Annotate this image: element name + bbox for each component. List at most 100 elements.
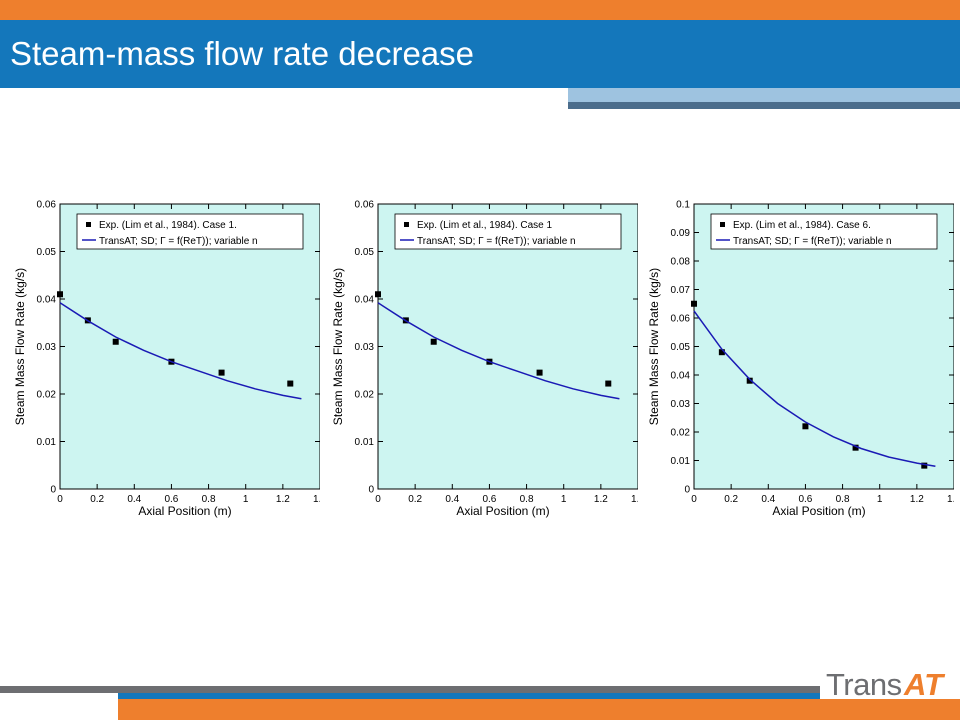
chart-svg: 0 0.01 0.02 0.03 0.04 0.05 0.06 0.07 0.08 0.09 0.1… [647, 200, 954, 518]
legend-label-experiment: Exp. (Lim et al., 1984). Case 6. [733, 220, 871, 231]
y-tick-label: 0.03 [37, 342, 57, 353]
title-bar [0, 20, 960, 88]
x-tick-label: 0.2 [724, 494, 738, 505]
x-tick-label: 0.4 [127, 494, 141, 505]
data-point [852, 444, 859, 451]
legend-box [76, 213, 304, 250]
header-orange-band [0, 0, 960, 20]
series-line [693, 310, 936, 467]
y-tick-label: 0.05 [355, 247, 375, 258]
legend-label-experiment: Exp. (Lim et al., 1984). Case 1 [417, 220, 553, 231]
series-line [377, 302, 620, 400]
y-tick-label: 0 [684, 485, 690, 496]
x-tick-label: 0 [57, 494, 63, 505]
legend-label-simulation: TransAT; SD; Γ = f(ReT)); variable n [99, 236, 258, 247]
legend-box [710, 213, 938, 250]
x-tick-label: 1.2 [594, 494, 608, 505]
data-point [691, 300, 697, 307]
chart-right: 0 0.01 0.02 0.03 0.04 0.05 0.06 0.07 0.08 0.09 0.1… [642, 188, 954, 524]
y-tick-label: 0.1 [676, 200, 690, 211]
x-tick-label: 0.8 [202, 494, 216, 505]
y-tick-label: 0.02 [37, 390, 57, 401]
y-tick-label: 0.01 [37, 437, 57, 448]
y-tick-label: 0.04 [37, 295, 57, 306]
x-tick-label: 0.4 [445, 494, 459, 505]
footer-orange-band [118, 699, 960, 720]
x-tick-label: 0.4 [761, 494, 775, 505]
y-tick-label: 0.07 [671, 285, 691, 296]
y-tick-label: 0 [50, 485, 56, 496]
data-point [605, 380, 612, 387]
legend-label-experiment: Exp. (Lim et al., 1984). Case 1. [99, 220, 237, 231]
chart-left: 0 0.01 0.02 0.03 0.04 0.05 0.06 0 0.2 0.4 0.6 0.8 1 1… [8, 188, 320, 524]
x-tick-label: 0 [691, 494, 697, 505]
y-tick-label: 0.01 [671, 456, 691, 467]
plot-area [377, 203, 638, 490]
x-tick-label: 1.2 [910, 494, 924, 505]
y-tick-label: 0.05 [671, 342, 691, 353]
x-tick-label: 1 [877, 494, 883, 505]
x-tick-label: 0.8 [836, 494, 850, 505]
plot-area [59, 203, 320, 490]
x-tick-label: 0.8 [520, 494, 534, 505]
y-tick-label: 0.06 [671, 314, 691, 325]
logo-text-trans: Trans [826, 667, 902, 702]
data-point [718, 349, 725, 356]
y-tick-label: 0.02 [355, 390, 375, 401]
logo-text-at: AT [904, 667, 944, 702]
x-tick-label: 0.2 [90, 494, 104, 505]
chart-svg: 0 0.01 0.02 0.03 0.04 0.05 0.06 0 0.2 0.4 0.6 0.8 1 1… [331, 200, 638, 518]
footer-gray-band [0, 686, 820, 693]
y-tick-label: 0.08 [671, 257, 691, 268]
chart-svg: 0 0.01 0.02 0.03 0.04 0.05 0.06 0 0.2 0.4 0.6 0.8 1 1… [13, 200, 320, 518]
data-point [802, 423, 809, 430]
data-point [112, 338, 119, 345]
data-point [57, 291, 63, 298]
y-tick-label: 0.03 [671, 399, 691, 410]
data-point [287, 380, 294, 387]
data-point [430, 338, 437, 345]
data-point [746, 377, 753, 384]
x-tick-label: 1.4 [631, 494, 638, 505]
x-tick-label: 0.6 [164, 494, 178, 505]
data-point [218, 369, 225, 376]
x-tick-label: 0 [375, 494, 381, 505]
y-tick-label: 0.09 [671, 228, 691, 239]
x-axis-label: Axial Position (m) [772, 504, 865, 518]
chart-middle: 0 0.01 0.02 0.03 0.04 0.05 0.06 0 0.2 0.4 0.6 0.8 1 1… [326, 188, 638, 524]
x-tick-label: 0.6 [798, 494, 812, 505]
x-axis-label: Axial Position (m) [138, 504, 231, 518]
legend-marker-points [404, 222, 409, 227]
x-axis-label: Axial Position (m) [456, 504, 549, 518]
legend-marker-points [720, 222, 725, 227]
y-tick-label: 0 [368, 485, 374, 496]
y-tick-label: 0.06 [355, 200, 375, 211]
legend-box [394, 213, 622, 250]
legend-marker-points [86, 222, 91, 227]
footer-blue-band [118, 693, 820, 699]
y-tick-label: 0.01 [355, 437, 375, 448]
y-tick-label: 0.02 [671, 428, 691, 439]
y-axis-label: Steam Mass Flow Rate (kg/s) [13, 268, 27, 425]
x-tick-label: 0.6 [482, 494, 496, 505]
header-accent-dark [568, 102, 960, 109]
header-accent-light [568, 88, 960, 102]
x-tick-label: 1.2 [276, 494, 290, 505]
data-point [921, 462, 928, 469]
y-tick-label: 0.06 [37, 200, 57, 211]
y-tick-label: 0.04 [671, 371, 691, 382]
y-axis-label: Steam Mass Flow Rate (kg/s) [331, 268, 345, 425]
x-tick-label: 1.4 [947, 494, 954, 505]
x-tick-label: 1.4 [313, 494, 320, 505]
y-tick-label: 0.05 [37, 247, 57, 258]
data-point [375, 291, 381, 298]
slide-title: Steam-mass flow rate decrease [10, 35, 475, 72]
x-tick-label: 0.2 [408, 494, 422, 505]
legend-label-simulation: TransAT; SD; Γ = f(ReT)); variable n [417, 236, 576, 247]
y-tick-label: 0.03 [355, 342, 375, 353]
y-tick-label: 0.04 [355, 295, 375, 306]
series-line [59, 302, 302, 400]
legend-label-simulation: TransAT; SD; Γ = f(ReT)); variable n [733, 236, 892, 247]
y-axis-label: Steam Mass Flow Rate (kg/s) [647, 268, 661, 425]
transat-logo: Trans AT [820, 667, 960, 702]
